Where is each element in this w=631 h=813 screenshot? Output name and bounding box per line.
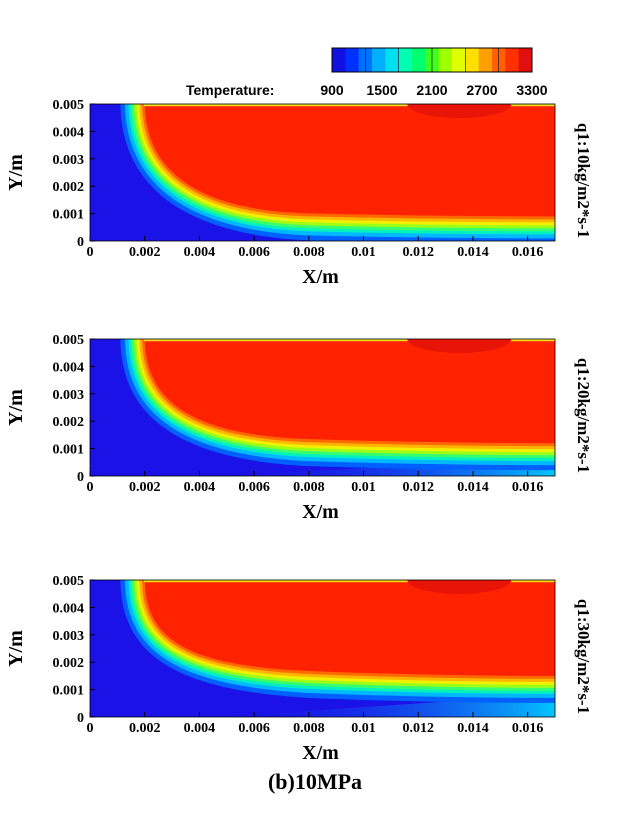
x-tick-label: 0.016 (512, 721, 544, 736)
colorbar-tick-label: 900 (320, 82, 344, 98)
isotherm-band (144, 104, 555, 217)
y-tick-label: 0.005 (53, 98, 85, 113)
x-axis-label: X/m (302, 266, 339, 288)
x-tick-label: 0.008 (293, 480, 325, 495)
colorbar-label: Temperature: (186, 82, 274, 98)
temperature-colorbar: Temperature: 900 1500 2100 2700 3300 (186, 47, 548, 98)
x-tick-label: 0.006 (238, 245, 270, 260)
x-tick-label: 0 (87, 480, 94, 495)
colorbar-swatch (398, 48, 413, 72)
x-tick-label: 0.002 (129, 245, 161, 260)
y-axis-label: Y/m (5, 630, 27, 667)
colorbar-swatch (452, 48, 466, 72)
y-tick-label: 0.003 (53, 629, 85, 644)
y-tick-label: 0.004 (53, 601, 85, 616)
y-tick-label: 0 (77, 235, 84, 250)
y-tick-label: 0.002 (53, 415, 85, 430)
x-tick-label: 0.004 (184, 480, 216, 495)
x-tick-label: 0.006 (238, 721, 270, 736)
x-axis-label: X/m (302, 501, 339, 523)
wall-boundary-strip (143, 104, 555, 107)
x-tick-label: 0.002 (129, 480, 161, 495)
y-tick-label: 0.004 (53, 125, 85, 140)
isotherm-band (144, 339, 555, 444)
y-tick-label: 0 (77, 711, 84, 726)
y-axis-label: Y/m (5, 154, 27, 191)
x-tick-label: 0.014 (457, 721, 489, 736)
panel-field (90, 104, 555, 241)
wall-boundary-strip (143, 339, 555, 342)
x-tick-label: 0.012 (402, 721, 434, 736)
colorbar-swatch (465, 48, 480, 72)
colorbar-swatch (505, 48, 520, 72)
hot-spot (407, 580, 512, 594)
x-tick-label: 0 (87, 245, 94, 260)
y-tick-label: 0.001 (53, 684, 85, 699)
panel-field (90, 580, 555, 717)
y-tick-label: 0.005 (53, 574, 85, 589)
panel-side-title: q1:30kg/m2*s-1 (574, 599, 593, 714)
y-tick-label: 0.003 (53, 153, 85, 168)
wall-boundary-strip (143, 580, 555, 583)
contour-panels: 0 0.002 0.004 0.006 0.008 0.01 0.012 0.014 0.016… (5, 98, 593, 764)
figure-caption: (b)10MPa (268, 769, 362, 794)
x-tick-label: 0.008 (293, 245, 325, 260)
x-tick-label: 0.006 (238, 480, 270, 495)
hot-spot (407, 104, 512, 118)
y-tick-label: 0.005 (53, 333, 85, 348)
contour-panel-1: 0 0.002 0.004 0.006 0.008 0.01 0.012 0.014 0.016… (5, 98, 593, 288)
x-tick-label: 0.014 (457, 480, 489, 495)
hot-spot (407, 339, 512, 353)
contour-panel-2: 0 0.002 0.004 0.006 0.008 0.01 0.012 0.014 0.016… (5, 333, 593, 523)
colorbar-swatch (478, 48, 493, 72)
isotherm-band (144, 580, 555, 676)
x-tick-label: 0.004 (184, 721, 216, 736)
x-tick-label: 0.01 (351, 721, 376, 736)
panel-frame (89, 338, 556, 477)
colorbar-tick-label: 2700 (466, 82, 497, 98)
colorbar-tick-label: 1500 (366, 82, 397, 98)
x-tick-label: 0.012 (402, 480, 434, 495)
colorbar-swatch (345, 48, 360, 72)
panel-side-title: q1:20kg/m2*s-1 (574, 358, 593, 473)
colorbar-frame (331, 47, 533, 73)
colorbar-swatch (438, 48, 453, 72)
y-tick-label: 0.002 (53, 656, 85, 671)
x-tick-label: 0.01 (351, 480, 376, 495)
panel-frame (89, 103, 556, 242)
panel-field (90, 339, 555, 476)
panel-frame (89, 579, 556, 718)
colorbar-tick-label: 3300 (516, 82, 547, 98)
y-tick-label: 0.001 (53, 443, 85, 458)
colorbar-swatch (372, 48, 386, 72)
y-tick-label: 0.001 (53, 208, 85, 223)
x-tick-label: 0.008 (293, 721, 325, 736)
colorbar-tick-label: 2100 (416, 82, 447, 98)
x-tick-label: 0.012 (402, 245, 434, 260)
colorbar-swatch (412, 48, 426, 72)
x-axis-label: X/m (302, 742, 339, 764)
panel-side-title: q1:10kg/m2*s-1 (574, 123, 593, 238)
x-tick-label: 0.016 (512, 245, 544, 260)
y-axis-label: Y/m (5, 389, 27, 426)
x-tick-label: 0.014 (457, 245, 489, 260)
colorbar-swatch (385, 48, 400, 72)
x-tick-label: 0 (87, 721, 94, 736)
x-tick-label: 0.002 (129, 721, 161, 736)
y-tick-label: 0.003 (53, 388, 85, 403)
contour-panel-3: 0 0.002 0.004 0.006 0.008 0.01 0.012 0.014 0.016… (5, 574, 593, 764)
colorbar-swatch (332, 48, 346, 72)
x-tick-label: 0.01 (351, 245, 376, 260)
y-tick-label: 0 (77, 470, 84, 485)
x-tick-label: 0.004 (184, 245, 216, 260)
x-tick-label: 0.016 (512, 480, 544, 495)
colorbar-swatch (518, 48, 533, 72)
y-tick-label: 0.002 (53, 180, 85, 195)
y-tick-label: 0.004 (53, 360, 85, 375)
